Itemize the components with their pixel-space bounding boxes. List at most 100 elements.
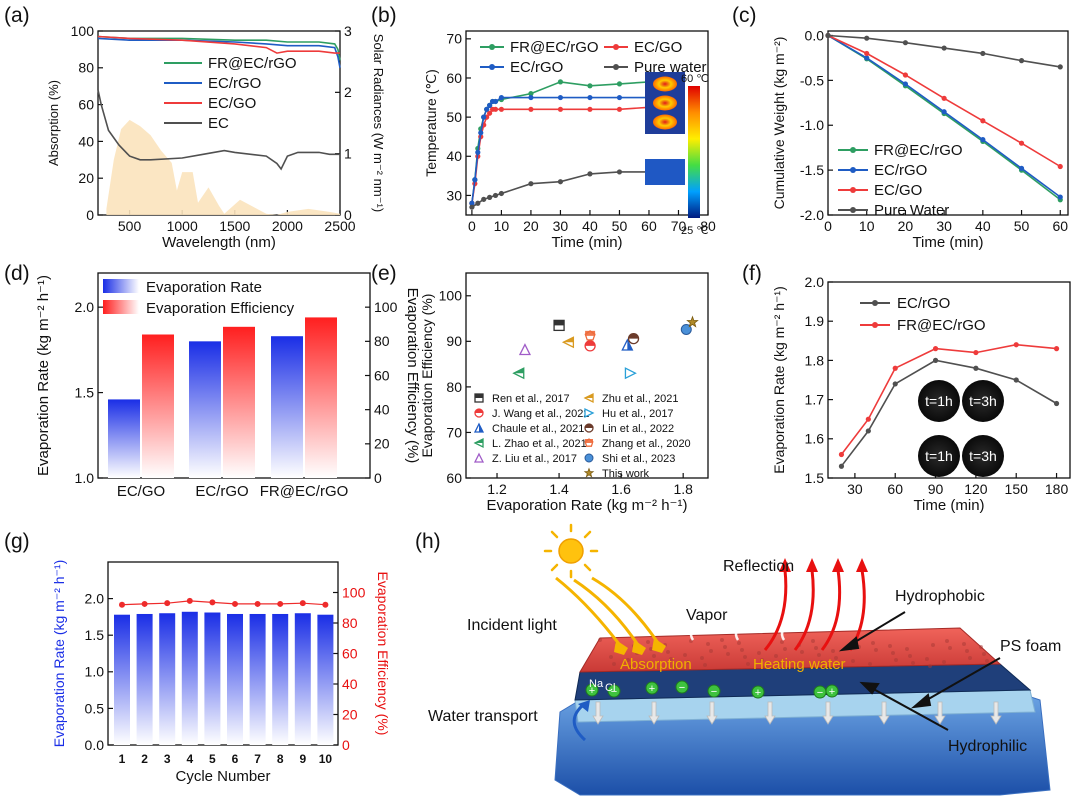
label-heating-water: Heating water xyxy=(753,656,846,673)
texture-dot xyxy=(783,647,787,651)
legend-entry: This work xyxy=(602,468,650,480)
texture-dot xyxy=(686,660,690,664)
panel-g: 1 2 3 4 5 6 7 8 9 10 0.0 0.5 1.0 1.5 2.0 0 20 40 60 80 100 Cy… xyxy=(51,560,391,785)
texture-dot xyxy=(817,653,821,657)
x-axis-label: Time (min) xyxy=(913,497,984,514)
y-tick-label: 60 xyxy=(446,470,462,486)
legend-swatch xyxy=(103,300,139,314)
data-point xyxy=(892,381,898,387)
label-ps-foam: PS foam xyxy=(1000,638,1061,655)
water-down-arrow xyxy=(878,701,890,725)
x-tick-label: 1.6 xyxy=(611,481,631,497)
y-tick-label: 50 xyxy=(446,109,462,125)
label-water-transport: Water transport xyxy=(428,708,538,725)
panel-b: 0 10 20 30 40 50 60 70 80 30 40 50 60 70 Time (min) Tem… xyxy=(423,30,716,251)
ion-sign: − xyxy=(679,682,685,694)
sample-photo-label: t=1h xyxy=(925,393,953,409)
x-tick-label: 30 xyxy=(553,218,569,234)
data-point xyxy=(1013,377,1019,383)
data-point xyxy=(616,169,623,175)
data-point xyxy=(528,106,534,112)
series-line-EC/rGO xyxy=(97,37,341,68)
data-point xyxy=(838,463,845,469)
colorbar-top-label: 60 ℃ xyxy=(681,73,709,85)
y-tick-label: 0 xyxy=(86,207,94,223)
x-category-label: 8 xyxy=(277,752,284,766)
y-tick-label: 60 xyxy=(446,70,462,86)
texture-dot xyxy=(837,663,841,667)
data-point xyxy=(941,95,947,101)
series-line-Pure water xyxy=(471,171,649,208)
water-down-arrow xyxy=(934,701,946,725)
schematic-panel-h: + − + − + − +− Reflection Vapor Incident light… xyxy=(428,523,1061,796)
data-point xyxy=(472,177,478,183)
panel-label-f: (f) xyxy=(742,262,762,285)
texture-dot xyxy=(746,662,750,666)
data-point xyxy=(902,81,909,87)
hot-spot xyxy=(653,114,677,130)
texture-dot xyxy=(794,664,798,668)
data-point-efficiency xyxy=(186,597,193,604)
water-down-arrow xyxy=(822,701,834,725)
data-point xyxy=(616,106,623,112)
data-point xyxy=(587,171,593,177)
data-point xyxy=(902,40,909,46)
arrowhead xyxy=(856,558,868,572)
texture-dot xyxy=(646,640,650,644)
scatter-point-Lin et al., 2022 xyxy=(628,333,639,339)
ion-sign: − xyxy=(817,687,823,699)
x-category-label: 1 xyxy=(119,752,126,766)
bar-evaporation-rate xyxy=(204,612,221,745)
x-category-label: FR@EC/rGO xyxy=(260,483,349,500)
legend-marker xyxy=(585,424,593,428)
series-line-EC/GO xyxy=(471,106,650,204)
x-category-label: 2 xyxy=(141,752,148,766)
y2-tick-label: 100 xyxy=(374,299,398,315)
y-tick-label: 1.9 xyxy=(805,313,825,329)
data-point xyxy=(892,365,898,371)
bar-evaporation-rate xyxy=(271,336,303,478)
x-tick-label: 30 xyxy=(847,481,863,497)
bar-evaporation-rate xyxy=(317,614,334,745)
legend-marker xyxy=(584,407,595,419)
label-hydrophobic: Hydrophobic xyxy=(895,588,985,605)
texture-dot xyxy=(774,654,778,658)
panel-label-g: (g) xyxy=(4,530,30,553)
y-tick-label: 1.5 xyxy=(85,627,105,643)
legend-entry: FR@EC/rGO xyxy=(510,39,599,56)
bar-evaporation-rate xyxy=(189,341,221,478)
scatter-point-Zhu et al., 2021 xyxy=(563,337,574,343)
panel-label-h: (h) xyxy=(415,530,441,553)
x-tick-label: 70 xyxy=(671,218,687,234)
x-axis-label: Evaporation Rate (kg m⁻² h⁻¹) xyxy=(487,497,688,514)
legend-marker xyxy=(489,44,495,50)
bar-evaporation-rate xyxy=(114,614,130,745)
data-point xyxy=(475,200,481,206)
y-tick-label: 1.7 xyxy=(805,392,825,408)
x-tick-label: 1.8 xyxy=(673,481,693,497)
texture-dot xyxy=(780,640,784,644)
texture-dot xyxy=(700,656,704,660)
texture-dot xyxy=(925,657,929,661)
y-tick-label: 80 xyxy=(78,60,94,76)
x-tick-label: 1000 xyxy=(167,218,198,234)
legend-entry: EC/rGO xyxy=(208,75,261,92)
incident-light-arrows xyxy=(555,576,662,649)
data-point xyxy=(941,45,947,51)
data-point xyxy=(825,32,831,39)
legend-entry: Z. Liu et al., 2017 xyxy=(492,453,577,465)
pointer-hydrophilic xyxy=(867,685,949,731)
scatter-point-Hu et al., 2017 xyxy=(624,367,637,380)
texture-dot xyxy=(811,639,815,643)
ion xyxy=(675,680,689,694)
ion xyxy=(707,684,721,698)
legend-entry: Pure water xyxy=(634,59,707,76)
y-tick-label: 1.5 xyxy=(75,384,95,400)
y-tick-label: -0.5 xyxy=(800,72,824,88)
data-point xyxy=(864,50,870,57)
texture-dot xyxy=(743,655,747,659)
y2-tick-label: 0 xyxy=(344,207,352,223)
panel-e: 1.2 1.4 1.6 1.8 60 70 80 90 100 Evaporation Rate … xyxy=(419,272,709,514)
x-category-label: 6 xyxy=(232,752,239,766)
data-point xyxy=(980,118,986,124)
